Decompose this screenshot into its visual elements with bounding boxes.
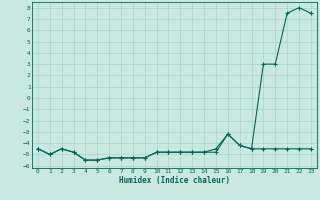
X-axis label: Humidex (Indice chaleur): Humidex (Indice chaleur) [119,176,230,185]
